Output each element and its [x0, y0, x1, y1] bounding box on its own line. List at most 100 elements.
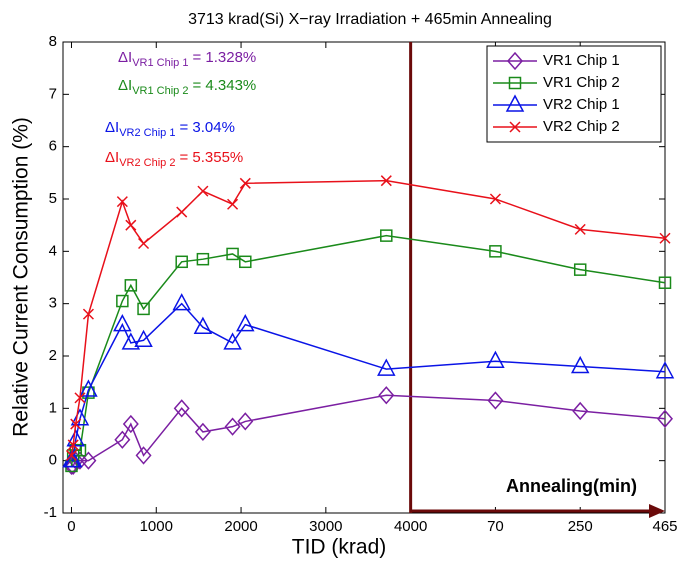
y-tick-label: 6 [49, 138, 57, 155]
annotation: ΔIVR2 Chip 2 = 5.355% [105, 149, 243, 169]
annotation-text: = 3.04% [179, 119, 234, 136]
marker [63, 450, 83, 468]
marker [122, 414, 139, 434]
marker [66, 429, 85, 447]
marker [194, 422, 211, 442]
marker [134, 329, 153, 348]
marker [172, 293, 191, 311]
marker [65, 449, 78, 461]
marker [197, 185, 209, 197]
marker [223, 332, 242, 350]
marker [657, 409, 673, 428]
x-tick-label: 3000 [309, 518, 342, 535]
series-line [71, 302, 666, 462]
y-axis-label: Relative Current Consumption (%) [10, 117, 33, 437]
annealing-label: Annealing(min) [506, 476, 637, 496]
marker [487, 391, 504, 410]
marker [655, 361, 675, 379]
marker [224, 417, 241, 436]
y-tick-label: 1 [49, 399, 57, 416]
annotation-sub: VR1 Chip 1 [132, 57, 188, 69]
legend-label: VR2 Chip 2 [543, 118, 620, 135]
annotation-text: = 5.355% [179, 149, 243, 166]
marker [67, 439, 79, 451]
marker [378, 386, 395, 405]
chart-title: 3713 krad(Si) X−ray Irradiation + 465min… [188, 11, 552, 28]
x-tick-label: 2000 [224, 518, 257, 535]
marker [121, 332, 141, 350]
marker [135, 446, 152, 465]
annotation-sub: VR2 Chip 2 [119, 157, 175, 169]
marker [489, 193, 501, 205]
annotation-delta: ΔI [105, 119, 119, 136]
marker [74, 392, 86, 404]
marker [116, 294, 129, 308]
marker [377, 358, 396, 376]
marker [70, 408, 90, 426]
marker [138, 237, 150, 250]
legend-label: VR2 Chip 1 [543, 96, 620, 113]
y-tick-label: 3 [49, 295, 57, 312]
marker [80, 451, 97, 470]
legend-marker [505, 94, 525, 112]
series-line [71, 394, 666, 467]
x-tick-label: 1000 [140, 518, 173, 535]
marker [113, 314, 132, 332]
marker [137, 302, 150, 316]
series [63, 386, 673, 476]
annotation-delta: ΔI [118, 49, 132, 66]
annotation-delta: ΔI [105, 149, 119, 166]
y-tick-label: 2 [49, 347, 57, 364]
x-tick-label: 465 [652, 518, 677, 535]
marker [239, 177, 251, 189]
y-tick-label: 0 [49, 452, 57, 469]
marker [196, 252, 210, 266]
y-tick-label: 4 [49, 242, 57, 259]
legend-label: VR1 Chip 1 [543, 52, 620, 69]
series-line [70, 179, 666, 456]
x-tick-label: 250 [568, 518, 593, 535]
annealing-arrowhead [649, 504, 665, 518]
marker [570, 355, 590, 374]
marker [226, 247, 239, 261]
marker [176, 206, 188, 218]
marker [114, 430, 131, 449]
legend-marker [507, 51, 523, 71]
marker [82, 308, 94, 320]
series [62, 293, 675, 468]
marker [489, 245, 502, 258]
marker [193, 316, 213, 334]
annotation: ΔIVR1 Chip 1 = 1.328% [118, 49, 256, 69]
marker [237, 412, 254, 431]
marker [70, 418, 82, 430]
marker [380, 229, 393, 242]
y-tick-label: 7 [49, 85, 57, 102]
series [65, 229, 672, 473]
marker [572, 401, 589, 421]
y-tick-label: 5 [49, 190, 57, 207]
marker [116, 196, 128, 208]
marker [67, 451, 84, 470]
marker [380, 175, 392, 187]
legend-marker [509, 121, 521, 133]
marker [125, 219, 137, 231]
series-line [70, 234, 666, 467]
marker [659, 232, 671, 244]
series [65, 175, 671, 461]
annotation: ΔIVR2 Chip 1 = 3.04% [105, 119, 235, 139]
annotation-delta: ΔI [118, 77, 132, 94]
annotation: ΔIVR1 Chip 2 = 4.343% [118, 77, 256, 97]
x-tick-label: 70 [487, 518, 504, 535]
x-tick-label: 0 [67, 518, 75, 535]
y-tick-label: -1 [44, 504, 57, 521]
marker [573, 263, 587, 276]
marker [239, 255, 252, 269]
marker [574, 223, 586, 235]
annotation-sub: VR1 Chip 2 [132, 85, 188, 97]
legend-label: VR1 Chip 2 [543, 74, 620, 91]
legend-marker [508, 76, 522, 90]
marker [658, 276, 672, 289]
marker [124, 279, 138, 292]
x-tick-label: 4000 [394, 518, 427, 535]
